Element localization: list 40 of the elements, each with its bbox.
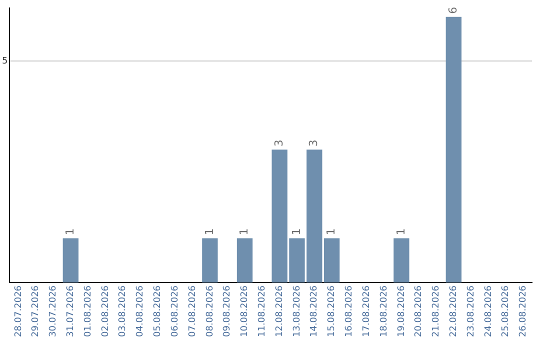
x-tick-label: 12.08.2026 <box>274 285 285 337</box>
x-tick-label: 11.08.2026 <box>258 285 268 337</box>
x-tick-label: 23.08.2026 <box>466 285 476 337</box>
data-label: 1 <box>290 228 303 236</box>
x-tick-label: 24.08.2026 <box>484 285 494 337</box>
x-tick-label: 09.08.2026 <box>222 285 233 337</box>
x-tick-label: 10.08.2026 <box>240 285 250 337</box>
x-tick-label: 13.08.2026 <box>292 285 302 337</box>
x-tick-label: 30.07.2026 <box>48 285 59 337</box>
x-tick-label: 21.08.2026 <box>432 285 442 337</box>
x-tick-label: 26.08.2026 <box>518 285 529 337</box>
x-tick-label: 05.08.2026 <box>153 285 164 337</box>
x-tick-label: 14.08.2026 <box>310 285 320 337</box>
x-tick-label: 31.07.2026 <box>66 285 76 337</box>
x-tick-label: 03.08.2026 <box>118 285 128 337</box>
x-tick-label: 20.08.2026 <box>414 285 424 337</box>
data-label: 1 <box>64 228 77 236</box>
x-tick-label: 28.07.2026 <box>14 285 24 337</box>
x-tick-label: 29.07.2026 <box>31 285 42 337</box>
x-tick-label: 01.08.2026 <box>83 285 94 337</box>
data-label: 1 <box>324 228 338 236</box>
x-tick-label: 22.08.2026 <box>449 285 460 337</box>
x-tick-label: 25.08.2026 <box>501 285 512 337</box>
x-tick-label: 15.08.2026 <box>327 285 338 337</box>
data-label: 1 <box>202 228 216 236</box>
x-tick-label: 02.08.2026 <box>100 285 111 337</box>
data-label: 6 <box>446 6 460 14</box>
x-tick-label: 06.08.2026 <box>170 285 180 337</box>
data-label: 1 <box>394 228 408 236</box>
data-label: 1 <box>238 228 251 236</box>
data-label: 3 <box>307 140 320 147</box>
x-tick-label: 07.08.2026 <box>188 285 198 337</box>
data-label: 3 <box>272 140 286 147</box>
x-tick-label: 16.08.2026 <box>344 285 355 337</box>
x-tick-label: 04.08.2026 <box>136 285 146 337</box>
x-tick-label: 19.08.2026 <box>396 285 407 337</box>
x-tick-label: 17.08.2026 <box>362 285 372 337</box>
x-tick-label: 08.08.2026 <box>205 285 216 337</box>
y-tick-label: 5 <box>2 56 8 66</box>
x-tick-label: 18.08.2026 <box>379 285 390 337</box>
